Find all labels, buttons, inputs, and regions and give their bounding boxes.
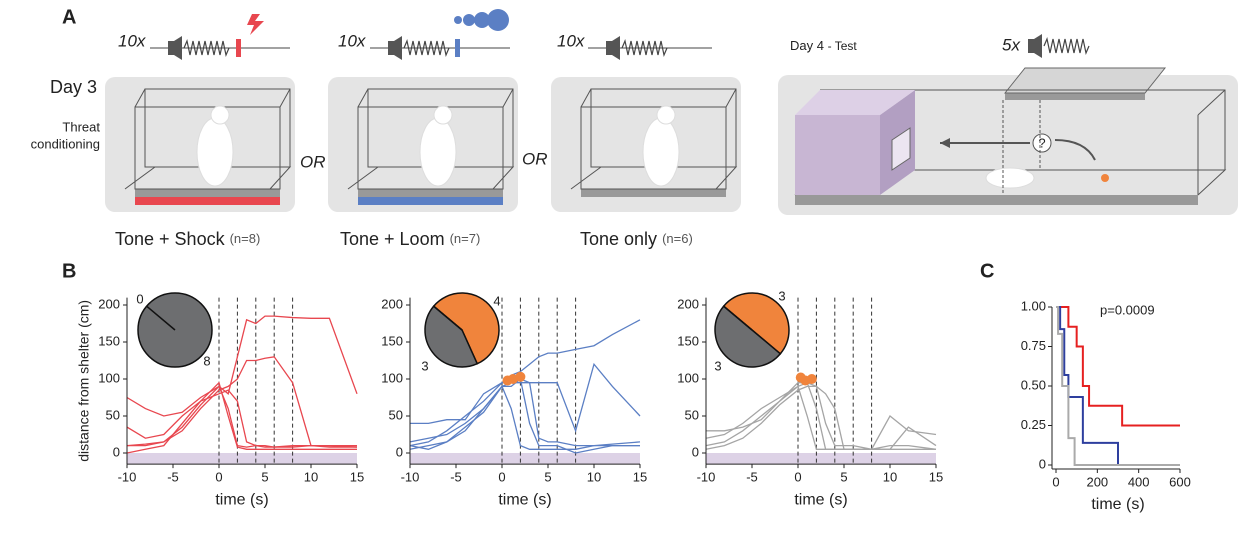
- panel-label: C: [980, 260, 994, 282]
- survival-curve: [1056, 307, 1180, 465]
- x-tick-label: 5: [544, 470, 551, 485]
- y-tick-label: 200: [381, 296, 403, 311]
- condition-n: (n=7): [450, 231, 481, 246]
- x-tick-label: 600: [1169, 474, 1191, 489]
- x-tick-label: -5: [167, 470, 179, 485]
- day4-sub: - Test: [828, 39, 858, 53]
- trace: [127, 357, 357, 447]
- trace: [410, 386, 640, 449]
- y-tick-label: 100: [381, 370, 403, 385]
- x-tick-label: 15: [350, 470, 364, 485]
- shelter-band: [127, 453, 357, 464]
- y-tick-label: 0.75: [1021, 338, 1046, 353]
- caption: conditioning: [31, 136, 100, 151]
- condition-name: Tone only: [580, 229, 657, 249]
- condition: Tone + Shock (n=8): [115, 229, 260, 249]
- x-axis-label: time (s): [794, 491, 847, 508]
- y-tick-label: 1.00: [1021, 298, 1046, 313]
- condition-name: Tone + Shock: [115, 229, 226, 249]
- y-tick-label: 200: [677, 296, 699, 311]
- x-tick-label: -10: [401, 470, 420, 485]
- repeat-count: 10x: [338, 31, 366, 50]
- y-tick-label: 200: [98, 296, 120, 311]
- panel-label: A: [62, 6, 76, 28]
- pie-label: 8: [203, 353, 210, 368]
- trace: [127, 390, 357, 453]
- y-tick-label: 0: [396, 444, 403, 459]
- question: ?: [1038, 135, 1045, 150]
- x-tick-label: 10: [883, 470, 897, 485]
- caption: Threat: [62, 119, 100, 134]
- shelter-band: [410, 453, 640, 464]
- y-tick-label: 0: [692, 444, 699, 459]
- day4: Day 4: [790, 38, 824, 53]
- panel-label: B: [62, 260, 76, 282]
- y-tick-label: 0.25: [1021, 417, 1046, 432]
- repeat-count: 5x: [1002, 35, 1020, 54]
- pie-label: 3: [421, 358, 428, 373]
- marker: [515, 372, 525, 382]
- survival-curve: [1056, 307, 1180, 426]
- y-tick-label: 100: [677, 370, 699, 385]
- x-tick-label: 15: [929, 470, 943, 485]
- trace: [706, 386, 936, 449]
- y-tick-label: 50: [685, 407, 699, 422]
- condition-name: Tone + Loom: [340, 229, 445, 249]
- repeat-count: 10x: [557, 31, 585, 50]
- condition: Tone only (n=6): [580, 229, 693, 249]
- x-axis-label: time (s): [498, 491, 551, 508]
- day-label: Day 4 - Test: [790, 38, 857, 53]
- pie-label: 0: [136, 291, 143, 306]
- repeat-count: 10x: [118, 31, 146, 50]
- x-tick-label: 0: [498, 470, 505, 485]
- annotation: p=0.0009: [1100, 302, 1155, 317]
- day-label: Day 3: [50, 77, 97, 97]
- or-label: OR: [522, 149, 548, 168]
- or-label: OR: [300, 152, 326, 171]
- x-axis-label: time (s): [1091, 496, 1144, 513]
- figure: A B C 10x 10x 10x Day 3 Threat condition…: [0, 0, 1248, 529]
- marker: [807, 374, 817, 384]
- trace: [127, 386, 357, 447]
- pie-label: 4: [493, 293, 500, 308]
- x-tick-label: -5: [450, 470, 462, 485]
- x-axis-label: time (s): [215, 491, 268, 508]
- x-tick-label: -5: [746, 470, 758, 485]
- x-tick-label: 0: [1052, 474, 1059, 489]
- x-tick-label: 5: [840, 470, 847, 485]
- y-tick-label: 0: [113, 444, 120, 459]
- pie-slice: [138, 293, 212, 367]
- y-tick-label: 150: [381, 333, 403, 348]
- x-tick-label: -10: [697, 470, 716, 485]
- condition-n: (n=6): [662, 231, 693, 246]
- condition: Tone + Loom (n=7): [340, 229, 480, 249]
- y-tick-label: 150: [677, 333, 699, 348]
- x-tick-label: 15: [633, 470, 647, 485]
- y-tick-label: 50: [106, 407, 120, 422]
- pie-label: 3: [778, 288, 785, 303]
- y-tick-label: 50: [389, 407, 403, 422]
- x-tick-label: -10: [118, 470, 137, 485]
- shelter-band: [706, 453, 936, 464]
- y-tick-label: 100: [98, 370, 120, 385]
- y-tick-label: 150: [98, 333, 120, 348]
- x-tick-label: 10: [304, 470, 318, 485]
- y-axis-label: distance from shelter (cm): [76, 300, 92, 462]
- x-tick-label: 400: [1128, 474, 1150, 489]
- trace: [127, 383, 357, 450]
- x-tick-label: 0: [215, 470, 222, 485]
- x-tick-label: 200: [1086, 474, 1108, 489]
- x-tick-label: 0: [794, 470, 801, 485]
- x-tick-label: 5: [261, 470, 268, 485]
- x-tick-label: 10: [587, 470, 601, 485]
- trace: [706, 386, 936, 449]
- y-tick-label: 0: [1039, 456, 1046, 471]
- pie-label: 3: [714, 358, 721, 373]
- trace: [410, 383, 640, 446]
- condition-n: (n=8): [230, 231, 261, 246]
- y-tick-label: 0.50: [1021, 377, 1046, 392]
